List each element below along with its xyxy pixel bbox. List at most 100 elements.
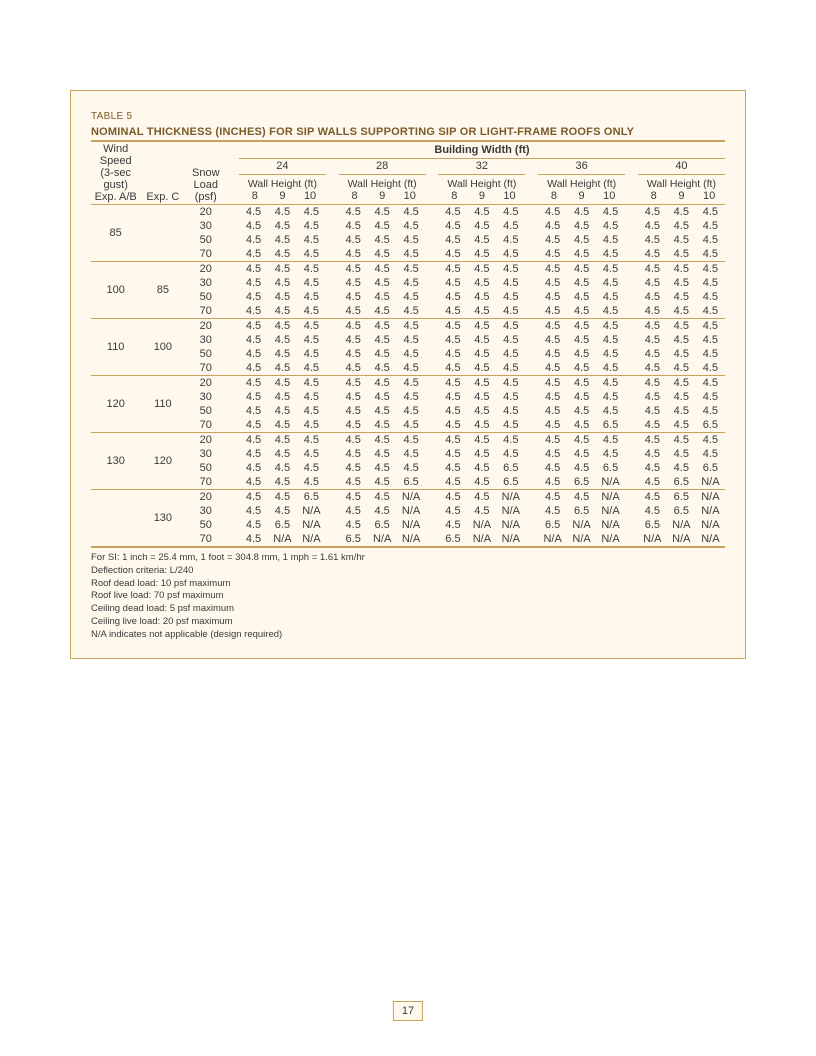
- value-cell: 4.5: [339, 219, 368, 233]
- data-table: Wind Speed (3-sec gust) Exp. A/B Exp. C …: [91, 140, 725, 548]
- building-width-col: 36: [538, 158, 625, 175]
- value-cell: 4.5: [297, 219, 326, 233]
- value-cell: 4.5: [368, 461, 397, 475]
- value-cell: 4.5: [438, 347, 467, 361]
- value-cell: 4.5: [239, 518, 268, 532]
- value-cell: 4.5: [368, 390, 397, 404]
- value-cell: 4.5: [638, 262, 667, 277]
- value-cell: 4.5: [239, 461, 268, 475]
- value-cell: 4.5: [696, 404, 725, 418]
- value-cell: 4.5: [596, 219, 625, 233]
- value-cell: 4.5: [638, 447, 667, 461]
- value-cell: N/A: [268, 532, 297, 547]
- value-cell: 4.5: [567, 276, 596, 290]
- value-cell: 4.5: [496, 304, 525, 319]
- table-row: 704.54.54.54.54.54.54.54.54.54.54.56.54.…: [91, 418, 725, 433]
- snow-cell: 20: [185, 319, 226, 334]
- building-width-col: 28: [339, 158, 426, 175]
- value-cell: 6.5: [667, 490, 696, 505]
- value-cell: 4.5: [538, 219, 567, 233]
- value-cell: 4.5: [239, 219, 268, 233]
- value-cell: 4.5: [397, 447, 426, 461]
- value-cell: 4.5: [538, 461, 567, 475]
- value-cell: 4.5: [667, 333, 696, 347]
- value-cell: 4.5: [667, 276, 696, 290]
- value-cell: 4.5: [438, 504, 467, 518]
- note-line: Deflection criteria: L/240: [91, 565, 725, 578]
- value-cell: 4.5: [438, 233, 467, 247]
- table-row: 504.54.54.54.54.54.54.54.54.54.54.54.54.…: [91, 290, 725, 304]
- wall-height-group: Wall Height (ft)8910: [538, 175, 625, 205]
- value-cell: 4.5: [538, 262, 567, 277]
- value-cell: 4.5: [339, 361, 368, 376]
- value-cell: 4.5: [368, 205, 397, 220]
- value-cell: 4.5: [567, 205, 596, 220]
- snow-cell: 20: [185, 376, 226, 391]
- value-cell: 4.5: [567, 247, 596, 262]
- value-cell: 4.5: [438, 404, 467, 418]
- value-cell: N/A: [567, 532, 596, 547]
- snow-header-2: Load: [187, 179, 224, 191]
- value-cell: 4.5: [297, 433, 326, 448]
- wall-height-val: 10: [296, 190, 324, 202]
- value-cell: 4.5: [696, 319, 725, 334]
- value-cell: 4.5: [667, 390, 696, 404]
- value-cell: 4.5: [297, 418, 326, 433]
- value-cell: 4.5: [397, 262, 426, 277]
- value-cell: 4.5: [397, 304, 426, 319]
- value-cell: 4.5: [368, 404, 397, 418]
- value-cell: 4.5: [467, 304, 496, 319]
- value-cell: 4.5: [596, 205, 625, 220]
- value-cell: 4.5: [239, 247, 268, 262]
- value-cell: 4.5: [496, 290, 525, 304]
- value-cell: 4.5: [596, 361, 625, 376]
- value-cell: 4.5: [239, 319, 268, 334]
- table-row: 85204.54.54.54.54.54.54.54.54.54.54.54.5…: [91, 205, 725, 220]
- value-cell: 4.5: [496, 376, 525, 391]
- value-cell: 4.5: [297, 319, 326, 334]
- exp-c-cell: 110: [140, 376, 185, 433]
- wall-height-group: Wall Height (ft)8910: [638, 175, 725, 205]
- value-cell: N/A: [397, 490, 426, 505]
- value-cell: 4.5: [596, 276, 625, 290]
- value-cell: 4.5: [239, 404, 268, 418]
- value-cell: 4.5: [339, 247, 368, 262]
- value-cell: 4.5: [438, 290, 467, 304]
- value-cell: 4.5: [667, 418, 696, 433]
- exp-c-cell: 85: [140, 262, 185, 319]
- value-cell: N/A: [667, 532, 696, 547]
- table-row: 704.54.54.54.54.56.54.54.56.54.56.5N/A4.…: [91, 475, 725, 490]
- value-cell: 4.5: [567, 490, 596, 505]
- table-row: 304.54.54.54.54.54.54.54.54.54.54.54.54.…: [91, 447, 725, 461]
- value-cell: 4.5: [538, 205, 567, 220]
- wind-header-2: (3-sec gust): [93, 167, 138, 191]
- value-cell: 4.5: [467, 504, 496, 518]
- value-cell: 4.5: [339, 490, 368, 505]
- value-cell: 4.5: [339, 205, 368, 220]
- value-cell: 4.5: [496, 219, 525, 233]
- value-cell: 4.5: [696, 333, 725, 347]
- value-cell: 4.5: [496, 205, 525, 220]
- value-cell: 4.5: [667, 404, 696, 418]
- value-cell: 6.5: [496, 475, 525, 490]
- value-cell: 4.5: [297, 475, 326, 490]
- value-cell: 4.5: [339, 290, 368, 304]
- building-width-col: 40: [638, 158, 725, 175]
- table-row: 304.54.54.54.54.54.54.54.54.54.54.54.54.…: [91, 276, 725, 290]
- value-cell: 6.5: [696, 418, 725, 433]
- snow-cell: 30: [185, 333, 226, 347]
- value-cell: 4.5: [538, 333, 567, 347]
- value-cell: N/A: [596, 475, 625, 490]
- wall-height-val: 9: [568, 190, 596, 202]
- value-cell: 4.5: [538, 233, 567, 247]
- value-cell: 4.5: [496, 233, 525, 247]
- value-cell: 4.5: [339, 276, 368, 290]
- value-cell: 4.5: [297, 233, 326, 247]
- value-cell: 4.5: [339, 504, 368, 518]
- value-cell: 4.5: [467, 205, 496, 220]
- exp-c-label: Exp. C: [142, 191, 183, 203]
- value-cell: 4.5: [397, 376, 426, 391]
- value-cell: 4.5: [638, 333, 667, 347]
- value-cell: N/A: [297, 504, 326, 518]
- value-cell: 4.5: [696, 347, 725, 361]
